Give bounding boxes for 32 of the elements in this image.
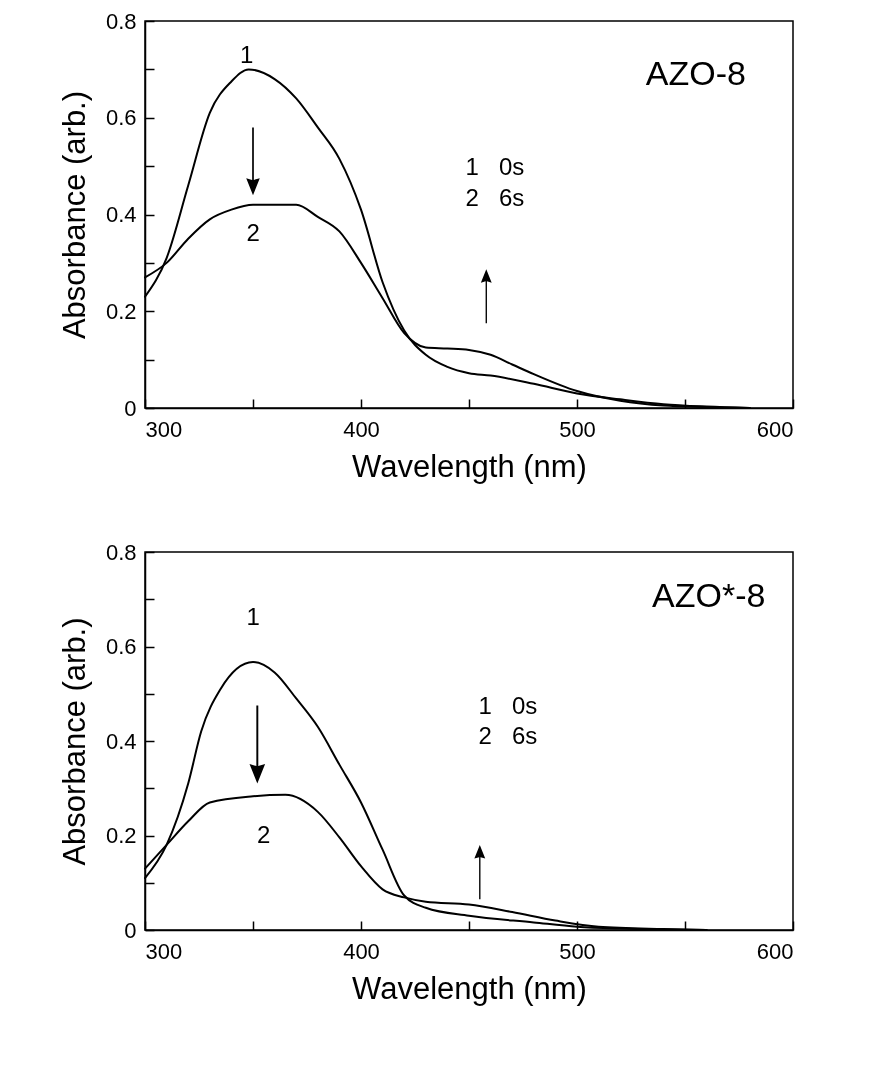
y-tick-label: 0.8 bbox=[105, 8, 137, 34]
annotation: 1 bbox=[240, 40, 254, 68]
x-tick-label: 300 bbox=[145, 416, 183, 442]
y-axis-title: Absorbance (arb.) bbox=[56, 617, 92, 866]
y-tick-label: 0.8 bbox=[105, 539, 137, 565]
annotation: 2 6s bbox=[465, 184, 525, 212]
y-axis-title: Absorbance (arb.) bbox=[56, 90, 92, 340]
annotation: 2 bbox=[246, 218, 260, 246]
y-tick-label: 0.6 bbox=[105, 634, 137, 659]
y-tick-label: 0.6 bbox=[105, 105, 137, 131]
x-tick-label: 500 bbox=[559, 938, 596, 964]
annotation: 1 0s bbox=[478, 691, 538, 719]
x-tick-label: 400 bbox=[343, 938, 380, 964]
annotation: 1 bbox=[246, 603, 260, 631]
y-tick-label: 0 bbox=[124, 395, 137, 421]
x-tick-label: 400 bbox=[343, 416, 380, 442]
x-axis-title: Wavelength (nm) bbox=[352, 448, 587, 484]
annotation: 2 6s bbox=[478, 722, 538, 750]
annotation: AZO*-8 bbox=[652, 576, 766, 615]
y-tick-label: 0 bbox=[124, 917, 137, 943]
y-tick-label: 0.4 bbox=[105, 728, 137, 754]
x-tick-label: 500 bbox=[559, 416, 596, 442]
annotation: AZO-8 bbox=[645, 54, 746, 93]
y-tick-label: 0.2 bbox=[105, 823, 137, 848]
annotation: 2 bbox=[256, 820, 271, 848]
y-tick-label: 0.4 bbox=[105, 202, 137, 227]
x-tick-label: 300 bbox=[145, 938, 183, 964]
y-tick-label: 0.2 bbox=[105, 298, 137, 324]
x-axis-title: Wavelength (nm) bbox=[352, 970, 587, 1006]
x-tick-label: 600 bbox=[756, 938, 794, 964]
annotation: 1 0s bbox=[465, 153, 525, 181]
x-tick-label: 600 bbox=[756, 416, 794, 442]
